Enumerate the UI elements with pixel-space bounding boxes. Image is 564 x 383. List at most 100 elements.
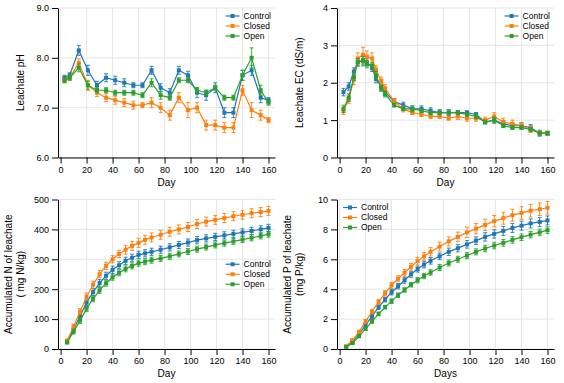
tick-label: 120 [489,356,504,366]
marker [122,81,126,85]
legend-label: Closed [523,21,550,31]
error-bar [78,318,82,324]
series-line [343,60,547,133]
grid-line [138,200,139,350]
marker [379,79,383,83]
marker [364,327,368,331]
error-bar [267,231,271,237]
marker [347,96,351,100]
error-bar [113,76,117,84]
error-bar [347,96,351,103]
marker [546,228,550,232]
legend-marker [231,262,235,266]
marker [168,96,172,100]
tick-label: 20 [361,356,371,366]
error-bar [352,73,356,80]
marker [85,307,89,311]
tick-label: 160 [540,356,555,366]
error-bar [195,237,199,244]
marker [483,120,487,124]
error-bar [231,108,235,118]
error-bar [429,270,433,275]
error-bar [357,330,361,333]
error-bar [150,233,154,242]
tick-mark [340,158,341,164]
x-axis-title: Day [158,368,176,379]
grid [337,200,554,350]
marker [474,227,478,231]
error-bar [409,282,413,286]
error-bar [213,83,217,93]
tick: 100 [184,158,199,175]
error-bar [85,293,89,300]
error-bar [267,224,271,231]
tick: 0 [323,344,337,354]
marker [159,86,163,90]
error-bar [492,215,496,226]
marker [213,218,217,222]
series-line [343,60,547,133]
error-bar [510,223,514,232]
marker [377,312,381,316]
error-bar [124,257,128,264]
marker [159,248,163,252]
error-bar [195,88,199,93]
marker [438,254,442,258]
grid-line [339,8,340,158]
tick-label: 40 [387,356,397,366]
tick: 0 [59,349,64,366]
marker [447,116,451,120]
legend-marker [348,206,352,210]
marker [85,295,89,299]
marker [429,114,433,118]
legend-label: Open [244,31,265,41]
marker [409,283,413,287]
series-line [346,230,547,347]
marker [383,86,387,90]
legend-item: Closed [226,269,271,279]
marker [130,244,134,248]
marker [259,88,263,92]
marker [492,118,496,122]
tick-label: 140 [235,165,250,175]
tick-label: 6 [323,255,328,265]
marker [383,298,387,302]
error-bar [241,210,245,219]
error-bar [85,306,89,312]
marker [419,113,423,117]
legend-label: Closed [244,21,271,31]
marker [241,213,245,217]
error-bar [429,248,433,256]
marker [416,278,420,282]
legend-marker [510,34,514,38]
marker [438,266,442,270]
marker [140,93,144,97]
figure: 0204060801001201401606.07.08.09.0DayLeac… [0,0,564,383]
legend: ControlClosedOpen [226,259,272,289]
marker [140,83,144,87]
error-bar [396,276,400,282]
error-bar [168,253,172,259]
y-axis: 0100200300400500 [34,195,59,355]
error-bar [159,230,163,239]
tick-mark [418,349,419,355]
tick-mark [470,158,471,164]
tick-mark [366,349,367,355]
tick: 140 [514,349,529,366]
tick-mark [496,349,497,355]
error-bar [259,110,263,120]
tick-label: 80 [160,165,170,175]
error-bar [438,111,442,115]
error-bar [86,81,90,89]
error-bar [137,260,141,266]
error-bar [104,280,108,286]
marker [213,235,217,239]
marker [177,96,181,100]
marker [137,253,141,257]
tick-mark [165,349,166,355]
error-bar [403,288,407,292]
error-bar [250,235,254,241]
marker [377,300,381,304]
error-bar [168,95,172,100]
marker [168,254,172,258]
